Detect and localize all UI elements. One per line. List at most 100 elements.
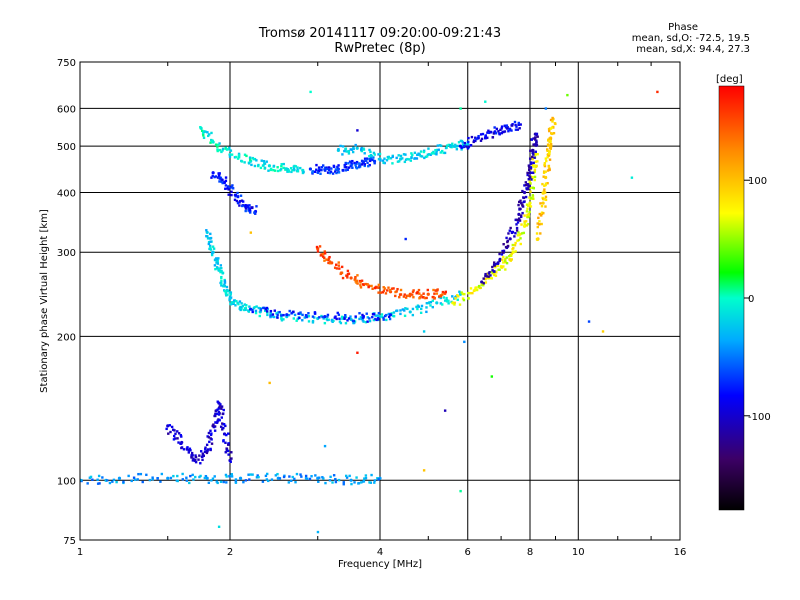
- data-point: [208, 440, 211, 444]
- data-point: [256, 474, 259, 477]
- data-point: [272, 168, 275, 172]
- data-point: [392, 287, 395, 290]
- data-point: [587, 320, 591, 323]
- data-point: [508, 229, 511, 232]
- data-point: [500, 131, 503, 135]
- data-point: [459, 489, 462, 493]
- data-point: [378, 152, 382, 156]
- data-point: [234, 155, 238, 159]
- data-point: [498, 252, 501, 256]
- data-point: [248, 478, 251, 481]
- data-point: [194, 460, 198, 464]
- data-point: [516, 218, 520, 222]
- data-point: [408, 294, 412, 298]
- data-point: [544, 107, 548, 110]
- data-point: [366, 161, 369, 165]
- data-point: [188, 447, 192, 450]
- data-point: [186, 446, 189, 449]
- data-point: [343, 165, 347, 169]
- data-point: [451, 142, 454, 145]
- data-point: [292, 310, 295, 314]
- data-point: [205, 449, 208, 452]
- data-point: [531, 157, 534, 161]
- data-point: [372, 156, 375, 159]
- data-point: [220, 405, 224, 408]
- data-point: [220, 150, 223, 154]
- data-point: [485, 275, 489, 278]
- data-point: [191, 473, 194, 477]
- data-point: [547, 151, 551, 154]
- data-point: [494, 265, 497, 269]
- data-point: [439, 295, 443, 298]
- data-point: [371, 312, 375, 316]
- data-point: [514, 128, 518, 131]
- data-point: [112, 478, 116, 482]
- data-point: [251, 310, 254, 314]
- data-point: [401, 157, 404, 160]
- data-point: [205, 229, 208, 232]
- data-point: [554, 122, 557, 126]
- data-point: [428, 301, 431, 304]
- data-point: [185, 476, 188, 479]
- data-point: [302, 170, 305, 174]
- data-point: [111, 480, 114, 483]
- data-point: [345, 150, 348, 153]
- data-point: [491, 265, 494, 269]
- data-point: [268, 381, 271, 385]
- data-point: [141, 480, 144, 484]
- data-point: [540, 204, 544, 208]
- data-point: [396, 160, 400, 163]
- colorbar-label: [deg]: [716, 74, 743, 85]
- data-point: [528, 157, 532, 160]
- data-point: [444, 290, 448, 294]
- data-point: [333, 316, 337, 319]
- data-point: [175, 479, 179, 482]
- data-point: [431, 151, 434, 155]
- data-point: [544, 175, 547, 179]
- data-point: [239, 308, 242, 312]
- data-point: [212, 423, 215, 426]
- data-point: [280, 165, 283, 168]
- colorbar-ticks: 100 0 -100: [744, 176, 771, 423]
- data-point: [506, 245, 510, 248]
- data-point: [238, 476, 243, 480]
- data-point: [350, 161, 353, 165]
- data-point: [399, 309, 402, 312]
- data-point: [358, 317, 361, 321]
- data-point: [270, 315, 274, 318]
- data-point: [543, 163, 546, 167]
- data-point: [191, 459, 195, 462]
- data-point: [517, 121, 521, 125]
- data-point: [360, 317, 364, 321]
- data-point: [180, 446, 184, 449]
- data-point: [440, 149, 444, 153]
- data-point: [265, 310, 269, 313]
- data-point: [348, 160, 352, 163]
- data-point: [218, 405, 221, 408]
- data-point: [447, 143, 450, 147]
- data-point: [521, 203, 524, 206]
- data-point: [311, 315, 315, 318]
- data-point: [214, 258, 217, 261]
- data-point: [341, 153, 344, 156]
- data-point: [255, 159, 258, 162]
- data-point: [525, 187, 528, 190]
- data-point: [221, 147, 225, 151]
- data-point: [502, 243, 505, 246]
- data-point: [321, 164, 325, 167]
- data-point: [218, 148, 222, 152]
- data-point: [269, 309, 273, 313]
- data-point: [324, 169, 327, 172]
- data-point: [318, 245, 322, 248]
- data-point: [361, 319, 365, 322]
- data-point: [387, 286, 390, 289]
- data-point: [505, 124, 508, 128]
- data-point: [417, 288, 421, 292]
- data-point: [335, 267, 339, 270]
- data-point: [515, 125, 518, 128]
- data-point: [203, 450, 207, 454]
- data-point: [376, 477, 379, 480]
- data-point: [212, 247, 216, 250]
- data-point: [225, 475, 228, 478]
- data-point: [229, 293, 232, 296]
